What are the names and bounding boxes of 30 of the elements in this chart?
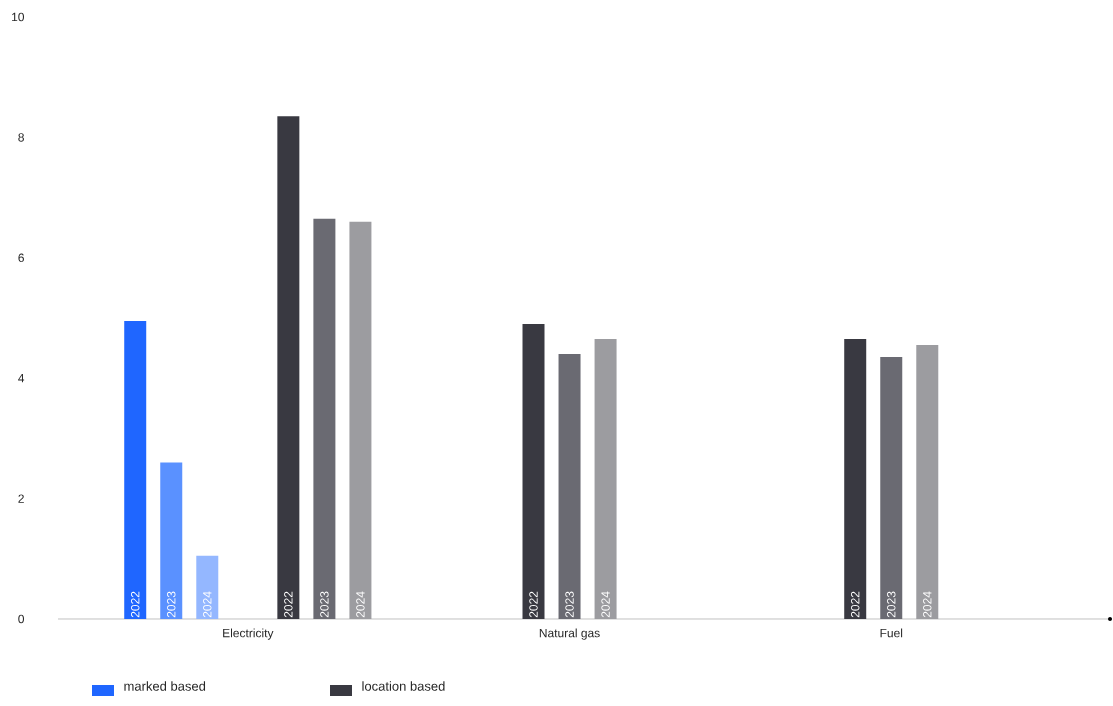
series-label: 2022 [130, 591, 140, 618]
series-label: 2024 [356, 591, 365, 618]
text: 2022 [529, 591, 538, 618]
bar [916, 345, 939, 619]
text: marked based [124, 681, 206, 691]
series-label: 2023 [167, 591, 176, 618]
x-tick-label: Natural gas [539, 628, 600, 640]
y-tick-label: 4 [18, 374, 25, 383]
text: 2022 [850, 591, 860, 618]
text: 2023 [565, 591, 574, 618]
x-tick-label: Electricity [223, 628, 274, 640]
y-tick-label: 6 [18, 253, 24, 263]
bar [277, 116, 300, 619]
y-tick-label: 2 [18, 494, 24, 503]
bar [160, 462, 183, 619]
series-label: 2023 [320, 591, 329, 618]
text: 2023 [887, 591, 896, 618]
y-tick-label: 10 [12, 12, 25, 22]
y-tick-label: 8 [18, 133, 24, 142]
x-tick-label: Fuel [880, 628, 903, 638]
bar [124, 321, 147, 619]
text: 2024 [601, 591, 610, 618]
text: location based [362, 681, 445, 691]
series-label: 2024 [203, 591, 212, 618]
bar [844, 339, 867, 619]
bar [349, 221, 372, 619]
y-tick-label: 0 [18, 614, 25, 624]
text: 2024 [923, 591, 932, 618]
series-label: 2022 [284, 591, 293, 618]
bar [196, 555, 219, 619]
